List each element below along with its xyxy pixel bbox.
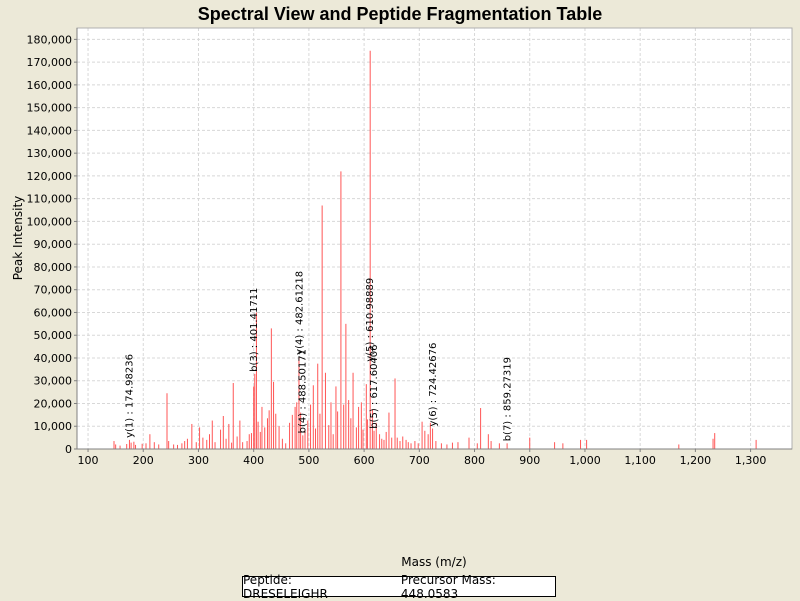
peptide-sequence: Peptide: DRESELEIGHR <box>243 572 328 601</box>
peptide-legend: Peptide: DRESELEIGHR Precursor Mass: 448… <box>242 573 556 601</box>
fragment-annotation: b(3) : 401.41711 <box>249 288 260 372</box>
x-tick-label: 300 <box>188 454 209 467</box>
y-tick-label: 160,000 <box>27 79 73 92</box>
y-tick-label: 150,000 <box>27 102 73 115</box>
fragment-annotation: y(6) : 724.42676 <box>428 343 439 427</box>
y-tick-label: 50,000 <box>34 329 73 342</box>
y-tick-label: 180,000 <box>27 33 73 46</box>
y-tick-label: 140,000 <box>27 124 73 137</box>
y-tick-label: 80,000 <box>34 261 73 274</box>
grid-lines <box>77 28 792 449</box>
fragment-annotation: y(4) : 482.61218 <box>294 271 305 355</box>
fragment-annotation: y(1) : 174.98236 <box>124 354 135 438</box>
y-tick-label: 70,000 <box>34 284 73 297</box>
spectrum-peaks <box>113 50 757 449</box>
axes: 0 10,000 20,000 30,000 40,000 50,000 60,000 70,… <box>27 27 793 467</box>
fragment-annotation: b(5) : 617.60406 <box>369 344 380 428</box>
x-tick-label: 800 <box>464 454 485 467</box>
x-tick-label: 1,100 <box>624 454 656 467</box>
x-tick-label: 600 <box>354 454 375 467</box>
y-tick-label: 100,000 <box>27 215 73 228</box>
y-tick-label: 40,000 <box>34 352 73 365</box>
y-tick-label: 120,000 <box>27 170 73 183</box>
y-tick-label: 90,000 <box>34 238 73 251</box>
y-tick-label: 60,000 <box>34 306 73 319</box>
x-tick-label: 400 <box>243 454 264 467</box>
x-tick-label: 900 <box>519 454 540 467</box>
y-tick-label: 170,000 <box>27 56 73 69</box>
chart-title: Spectral View and Peptide Fragmentation … <box>198 4 602 24</box>
x-tick-label: 500 <box>298 454 319 467</box>
x-tick-label: 100 <box>78 454 99 467</box>
y-tick-label: 130,000 <box>27 147 73 160</box>
x-axis-label: Mass (m/z) <box>401 555 466 569</box>
y-tick-label: 0 <box>65 443 72 456</box>
x-tick-label: 200 <box>133 454 154 467</box>
y-tick-label: 110,000 <box>27 193 73 206</box>
y-tick-label: 10,000 <box>34 420 73 433</box>
y-axis-label: Peak Intensity <box>11 196 25 281</box>
x-tick-label: 1,200 <box>680 454 712 467</box>
fragment-annotation: b(7) : 859.27319 <box>502 357 513 441</box>
plot-area <box>77 28 792 449</box>
y-tick-label: 20,000 <box>34 397 73 410</box>
x-tick-label: 700 <box>409 454 430 467</box>
y-tick-label: 30,000 <box>34 375 73 388</box>
fragment-annotations: y(1) : 174.98236 b(3) : 401.41711 y(4) : 4… <box>124 271 513 441</box>
fragment-annotation: y(5) : 610.98889 <box>365 278 376 362</box>
fragment-annotation: b(4) : 488.50171 <box>298 349 309 433</box>
x-tick-label: 1,300 <box>735 454 767 467</box>
x-tick-label: 1,000 <box>569 454 601 467</box>
precursor-mass: Precursor Mass: 448.0583 <box>400 572 496 601</box>
